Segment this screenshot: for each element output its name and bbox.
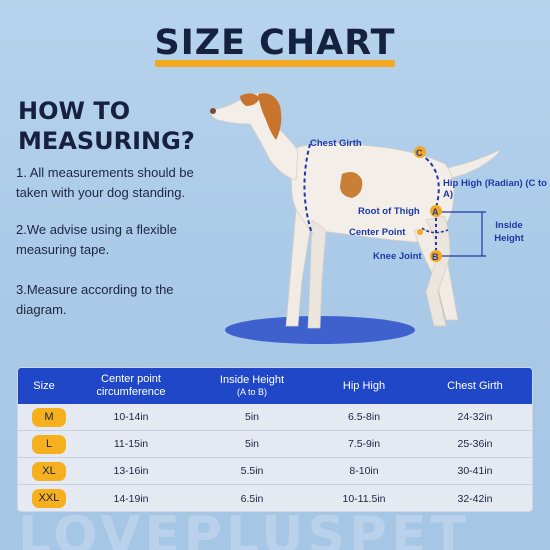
size-badge: L xyxy=(32,434,66,454)
inside-cell: 5.5in xyxy=(240,465,264,477)
table-row: XXL 14-19in 6.5in 10-11.5in 32-42in xyxy=(18,485,532,511)
header-label: Inside Height xyxy=(219,374,285,386)
hip-cell: 10-11.5in xyxy=(342,492,386,505)
chest-girth-label: Chest Girth xyxy=(310,138,362,149)
size-badge: M xyxy=(32,407,66,427)
header-hip-high: Hip High xyxy=(312,380,416,393)
howto-heading: HOW TO MEASURING? xyxy=(18,97,195,155)
dog-head xyxy=(210,92,299,181)
howto-steps: 1. All measurements should be taken with… xyxy=(16,163,216,337)
dog-spot xyxy=(340,172,363,198)
point-a-marker xyxy=(430,205,442,217)
title-bar: SIZE CHART xyxy=(0,22,550,64)
chest-cell: 25-36in xyxy=(457,438,493,450)
step-item: 3.Measure according to the diagram. xyxy=(16,282,174,317)
center-point-line xyxy=(421,227,449,234)
knee-joint-label: Knee Joint xyxy=(373,251,422,262)
table-header: Size Center point circumference Inside H… xyxy=(18,368,532,404)
header-label: Center point circumference xyxy=(96,373,166,398)
chest-girth-line xyxy=(303,143,313,235)
point-c-label: C xyxy=(416,148,423,158)
size-badge: XL xyxy=(32,461,66,481)
hip-high-label: Hip High (Radian) (C to A) xyxy=(443,178,547,200)
inside-height-label: Inside Height xyxy=(494,220,524,244)
hip-cell: 7.5-9in xyxy=(347,438,381,450)
dog-illustration: C A B xyxy=(210,92,501,344)
size-cell: L xyxy=(18,434,70,454)
table-row: M 10-14in 5in 6.5-8in 24-32in xyxy=(18,404,532,431)
dog-eye-patch xyxy=(240,93,260,106)
step-item: 2.We advise using a flexible measuring t… xyxy=(16,222,177,257)
point-a-label: A xyxy=(432,207,439,217)
dog-front-leg xyxy=(307,219,327,329)
step-item: 1. All measurements should be taken with… xyxy=(16,165,194,200)
point-b-marker xyxy=(430,250,442,262)
point-b-label: B xyxy=(432,252,439,262)
dog-back-leg xyxy=(425,215,451,327)
header-label: Hip High xyxy=(342,379,386,392)
header-sublabel: (A to B) xyxy=(236,387,267,397)
brand-watermark: LOVEPLUSPET xyxy=(18,508,471,550)
dog-tail xyxy=(447,149,501,179)
size-cell: M xyxy=(18,407,70,427)
dog-front-leg xyxy=(285,209,311,327)
header-inside-height: Inside Height (A to B) xyxy=(192,374,312,398)
header-chest-girth: Chest Girth xyxy=(416,379,532,393)
root-of-thigh-label: Root of Thigh xyxy=(358,206,420,217)
point-c-marker xyxy=(414,146,426,158)
floor-shadow xyxy=(225,316,415,344)
dog-ear xyxy=(258,93,282,140)
center-cell: 10-14in xyxy=(113,411,149,423)
table-row: L 11-15in 5in 7.5-9in 25-36in xyxy=(18,431,532,458)
table-body: M 10-14in 5in 6.5-8in 24-32in L 11-15in … xyxy=(18,404,532,511)
center-cell: 14-19in xyxy=(113,492,149,505)
table-row: XL 13-16in 5.5in 8-10in 30-41in xyxy=(18,458,532,485)
chest-cell: 30-41in xyxy=(457,465,493,477)
hip-cell: 8-10in xyxy=(349,465,379,477)
header-center-point: Center point circumference xyxy=(70,373,192,399)
chest-cell: 32-42in xyxy=(457,492,493,505)
center-cell: 11-15in xyxy=(113,438,149,450)
header-label: Chest Girth xyxy=(447,379,503,392)
inside-cell: 6.5in xyxy=(240,492,264,505)
hip-cell: 6.5-8in xyxy=(347,411,381,423)
inside-cell: 5in xyxy=(244,411,259,423)
dog-nose xyxy=(210,108,216,114)
header-label: Size xyxy=(33,379,55,392)
center-point-label: Center Point xyxy=(349,227,406,238)
size-cell: XL xyxy=(18,461,70,481)
size-cell: XXL xyxy=(18,489,70,508)
size-table: Size Center point circumference Inside H… xyxy=(17,367,533,512)
header-size: Size xyxy=(18,380,70,393)
chest-cell: 24-32in xyxy=(457,411,493,423)
page-title: SIZE CHART xyxy=(154,23,396,63)
size-badge: XXL xyxy=(32,489,66,508)
dog-diagram: C A B Chest Girth Hip High (Radian) (C t… xyxy=(200,80,550,360)
center-point-marker xyxy=(417,229,423,235)
center-cell: 13-16in xyxy=(113,465,149,477)
inside-cell: 5in xyxy=(244,438,259,450)
title-underline xyxy=(155,60,395,67)
hip-high-line xyxy=(419,153,440,209)
